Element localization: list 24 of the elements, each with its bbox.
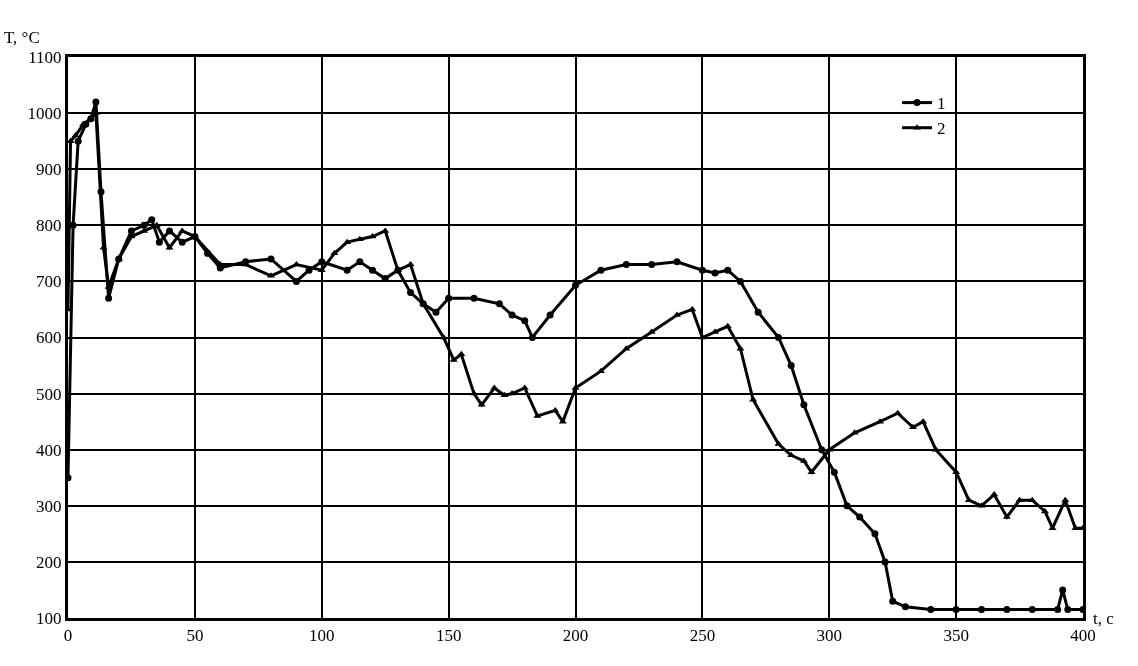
y-tick-label: 600 — [36, 328, 62, 348]
y-tick-label: 700 — [36, 272, 62, 292]
y-tick-label: 500 — [36, 384, 62, 404]
x-tick-label: 250 — [689, 626, 716, 646]
y-axis-title: T, °C — [4, 28, 40, 47]
x-tick-label: 350 — [943, 626, 969, 646]
y-tick-label: 200 — [36, 552, 62, 572]
legend-label: 2 — [937, 119, 946, 139]
y-tick-label: 1000 — [27, 104, 62, 124]
x-tick-label: 200 — [562, 626, 589, 646]
x-tick-label: 400 — [1070, 626, 1096, 646]
y-tick-label: 900 — [36, 160, 62, 180]
legend-label: 1 — [937, 94, 946, 114]
x-axis-title: t, c — [1093, 609, 1115, 628]
x-tick-label: 150 — [435, 626, 462, 646]
x-tick-label: 0 — [63, 626, 73, 646]
x-tick-label: 100 — [309, 626, 335, 646]
y-tick-label: 800 — [36, 216, 62, 236]
y-tick-label: 300 — [36, 496, 62, 516]
y-tick-label: 1100 — [28, 47, 62, 67]
y-tick-label: 100 — [36, 608, 62, 628]
x-tick-label: 50 — [186, 626, 204, 646]
y-tick-label: 400 — [36, 440, 62, 460]
x-tick-label: 300 — [816, 626, 842, 646]
